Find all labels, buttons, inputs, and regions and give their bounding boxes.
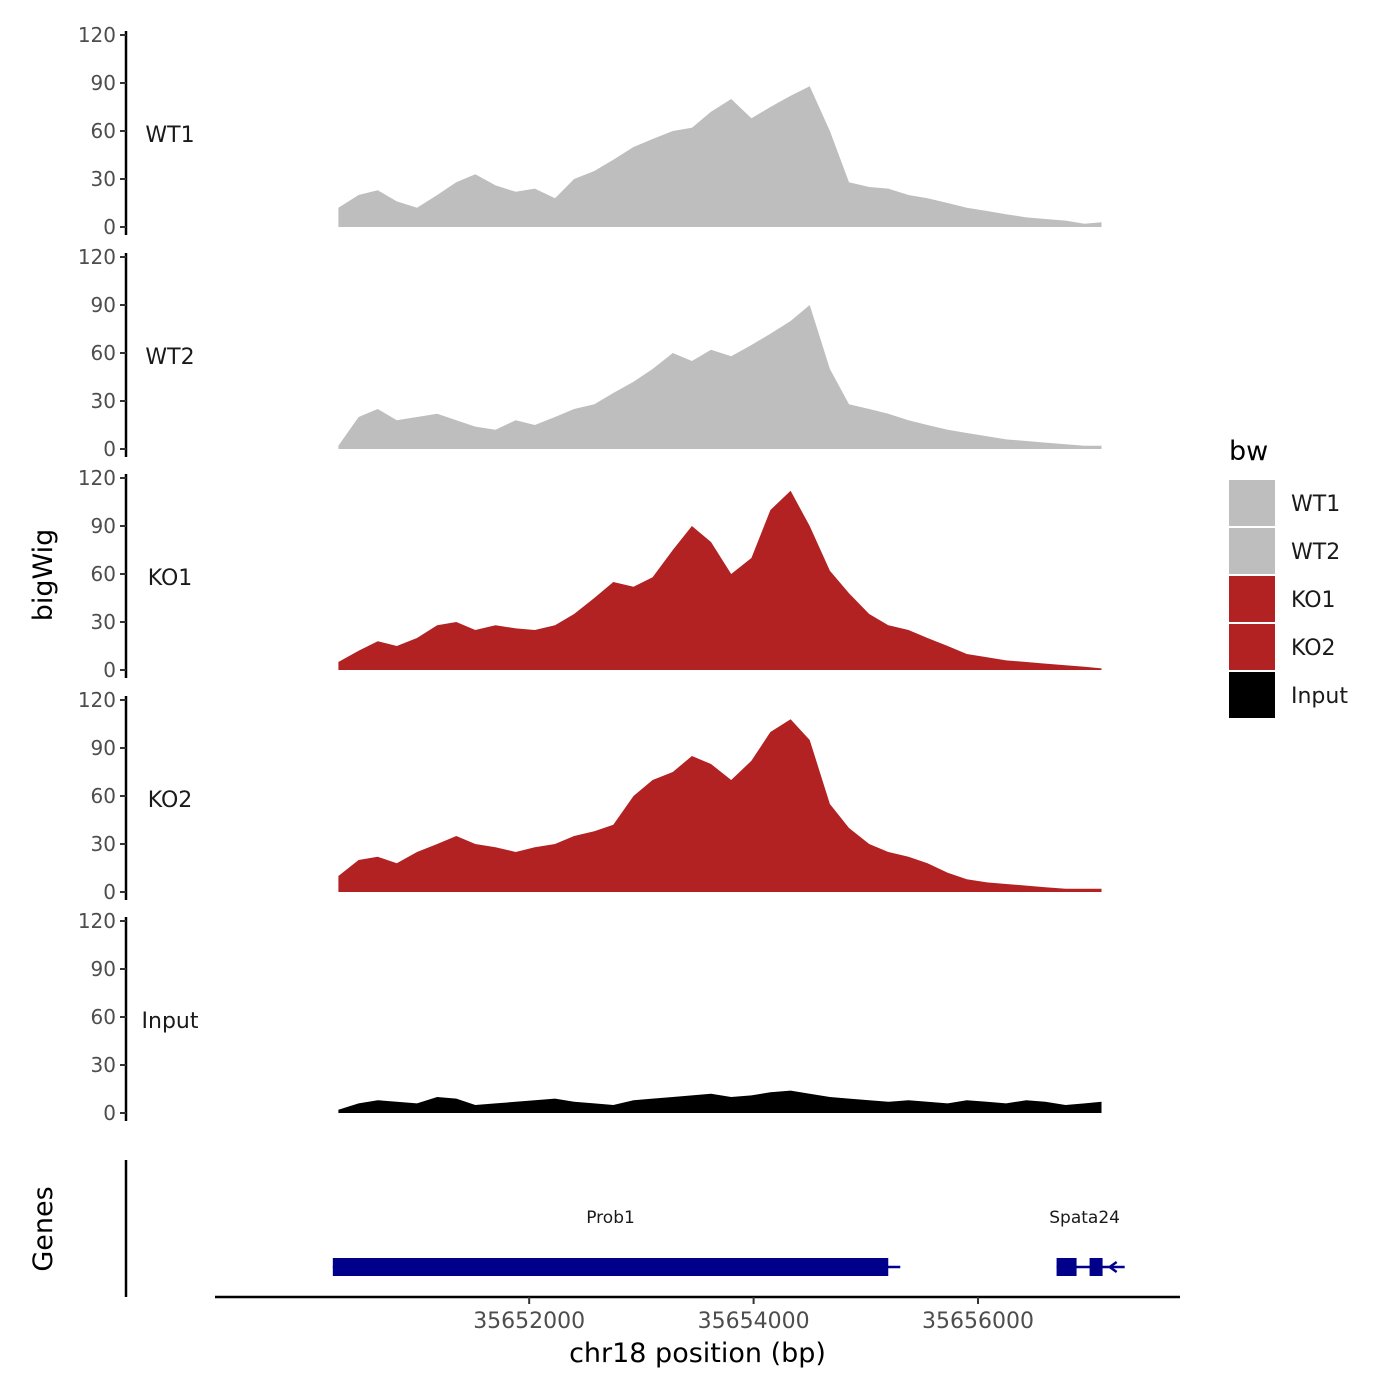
y-tick-label: 60 xyxy=(91,341,116,365)
y-tick-label: 30 xyxy=(91,1053,116,1077)
y-tick-label: 120 xyxy=(78,909,116,933)
legend-label-ko1: KO1 xyxy=(1291,588,1336,613)
y-tick-label: 30 xyxy=(91,389,116,413)
y-tick-label: 90 xyxy=(91,514,116,538)
legend-label-ko2: KO2 xyxy=(1291,636,1336,661)
track-label-ko2: KO2 xyxy=(148,788,193,813)
y-tick-label: 120 xyxy=(78,688,116,712)
y-tick-label: 60 xyxy=(91,119,116,143)
y-tick-label: 90 xyxy=(91,71,116,95)
track-label-wt2: WT2 xyxy=(145,345,194,370)
y-tick-label: 0 xyxy=(103,215,116,239)
y-axis-title: bigWig xyxy=(28,529,59,622)
legend-label-wt1: WT1 xyxy=(1291,492,1340,517)
y-tick-label: 30 xyxy=(91,832,116,856)
legend-key-wt2 xyxy=(1229,528,1275,574)
y-tick-label: 30 xyxy=(91,610,116,634)
gene-exon-spata24 xyxy=(1089,1258,1103,1276)
strand-arrow-icon xyxy=(1107,1260,1118,1274)
legend-key-wt1 xyxy=(1229,480,1275,526)
y-tick-label: 0 xyxy=(103,1101,116,1125)
y-tick-label: 120 xyxy=(78,245,116,269)
genes-title: Genes xyxy=(28,1186,59,1271)
gene-exon-prob1 xyxy=(332,1258,889,1276)
x-axis-title: chr18 position (bp) xyxy=(569,1338,826,1369)
track-label-ko1: KO1 xyxy=(148,566,193,591)
y-tick-label: 0 xyxy=(103,880,116,904)
legend-key-input xyxy=(1229,672,1275,718)
y-tick-label: 60 xyxy=(91,562,116,586)
y-tick-label: 90 xyxy=(91,736,116,760)
area-wt2 xyxy=(338,305,1102,449)
y-tick-label: 60 xyxy=(91,1005,116,1029)
area-ko2 xyxy=(338,719,1102,892)
y-tick-label: 120 xyxy=(78,23,116,47)
y-tick-label: 120 xyxy=(78,466,116,490)
area-wt1 xyxy=(338,86,1102,227)
x-tick-label: 35652000 xyxy=(473,1309,585,1334)
area-ko1 xyxy=(338,490,1102,670)
gene-exon-spata24 xyxy=(1056,1258,1077,1276)
legend-key-ko1 xyxy=(1229,576,1275,622)
legend-label-input: Input xyxy=(1291,684,1348,709)
track-label-wt1: WT1 xyxy=(145,123,194,148)
y-tick-label: 30 xyxy=(91,167,116,191)
y-tick-label: 0 xyxy=(103,658,116,682)
gene-label-spata24: Spata24 xyxy=(1049,1208,1120,1228)
x-tick-label: 35654000 xyxy=(698,1309,810,1334)
legend-title: bw xyxy=(1229,436,1268,467)
legend-key-ko2 xyxy=(1229,624,1275,670)
x-tick-label: 35656000 xyxy=(922,1309,1034,1334)
y-tick-label: 90 xyxy=(91,957,116,981)
y-tick-label: 90 xyxy=(91,293,116,317)
gene-label-prob1: Prob1 xyxy=(586,1208,635,1228)
y-tick-label: 60 xyxy=(91,784,116,808)
track-label-input: Input xyxy=(142,1009,199,1034)
legend-label-wt2: WT2 xyxy=(1291,540,1340,565)
y-tick-label: 0 xyxy=(103,437,116,461)
area-input xyxy=(338,1090,1102,1113)
